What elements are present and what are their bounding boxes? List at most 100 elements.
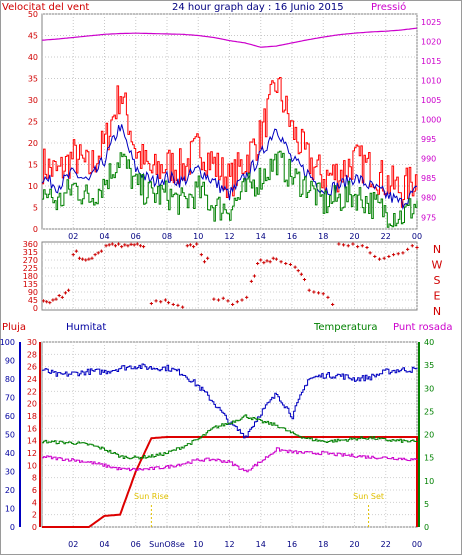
direction-point	[81, 257, 85, 261]
direction-point	[185, 244, 189, 248]
direction-point	[256, 261, 260, 266]
wind-left-tick: 0	[33, 225, 38, 234]
climate-x-tick: 06	[131, 540, 141, 549]
direction-left-tick: 135	[23, 280, 38, 289]
climate-x-tick: 10	[193, 540, 203, 549]
direction-compass-label: W	[432, 259, 443, 272]
wind-left-tick: 50	[28, 10, 38, 19]
temperature-label: Temperatura	[313, 322, 378, 333]
direction-point	[331, 302, 335, 307]
pressure-right-tick: 1020	[421, 37, 441, 46]
direction-left-tick: 180	[23, 272, 38, 281]
climate-x-tick: 22	[381, 540, 391, 549]
climate-ticks: 0246810121416182022242628300102030405060…	[0, 338, 434, 549]
direction-point	[202, 260, 207, 264]
direction-point	[66, 288, 71, 292]
direction-point	[84, 258, 88, 262]
wind-grid	[42, 13, 418, 230]
temperature-tick: 15	[424, 454, 434, 463]
pressure-right-tick: 990	[421, 155, 436, 164]
wind-speed-label: Velocitat del vent	[2, 2, 89, 13]
pressure-label: Pressió	[371, 1, 406, 13]
direction-point	[113, 244, 118, 248]
direction-point	[126, 244, 130, 248]
direction-point	[154, 299, 158, 303]
pressure-right-tick: 995	[421, 135, 436, 144]
direction-point	[63, 291, 68, 295]
sunrise-label: Sun Rise	[134, 492, 169, 501]
wind-ticks: 0510152025303540455097598098599099510001…	[28, 10, 442, 241]
humidity-tick: 70	[5, 394, 15, 403]
rain-tick: 2	[32, 511, 37, 520]
direction-point	[307, 288, 311, 292]
pressure-right-tick: 985	[421, 174, 436, 183]
direction-point	[235, 300, 239, 304]
rain-label: Pluja	[2, 322, 26, 333]
direction-point	[216, 298, 221, 302]
direction-point	[288, 262, 293, 267]
direction-point	[199, 253, 203, 257]
humidity-tick: 80	[5, 375, 15, 384]
direction-point	[406, 247, 410, 251]
humidity-tick: 10	[5, 505, 15, 514]
rain-tick: 18	[27, 412, 37, 421]
climate-x-tick: 18	[318, 540, 328, 549]
temperature-tick: 40	[424, 338, 434, 347]
direction-point	[410, 244, 414, 248]
dew-point-label: Punt rosada	[393, 322, 452, 333]
average-series-line	[41, 124, 418, 211]
direction-point	[249, 279, 253, 283]
wind-left-tick: 35	[28, 75, 38, 84]
humidity-label: Humitat	[66, 322, 106, 333]
direction-point	[71, 253, 75, 257]
direction-point	[368, 251, 372, 255]
direction-point	[296, 269, 300, 273]
direction-point	[415, 245, 419, 250]
direction-point	[141, 245, 146, 249]
wind-x-tick: 06	[131, 232, 141, 241]
temperature-tick: 30	[424, 384, 434, 393]
direction-point	[316, 291, 321, 295]
humidity-tick: 0	[10, 523, 15, 532]
wind-left-tick: 25	[28, 118, 38, 127]
direction-point	[284, 261, 288, 266]
rain-tick: 30	[27, 338, 37, 347]
direction-point	[77, 256, 82, 260]
direction-point	[240, 298, 244, 302]
rain-tick: 6	[32, 486, 37, 495]
direction-point	[351, 242, 355, 246]
direction-point	[396, 252, 400, 256]
humidity-tick: 30	[5, 468, 15, 477]
wind-x-tick: 14	[256, 232, 266, 241]
direction-point	[90, 256, 94, 260]
direction-point	[382, 256, 386, 260]
direction-point	[268, 260, 272, 264]
pressure-right-tick: 1010	[421, 76, 441, 85]
direction-point	[110, 242, 114, 246]
humidity-tick: 60	[5, 412, 15, 421]
rain-tick: 26	[27, 363, 37, 372]
wind-left-tick: 5	[33, 204, 38, 213]
direction-point	[41, 299, 46, 303]
direction-point	[57, 293, 61, 298]
temperature-tick: 20	[424, 431, 434, 440]
direction-point	[176, 303, 180, 307]
wind-x-tick: 00	[412, 232, 422, 241]
direction-point	[60, 295, 64, 299]
wind-left-tick: 10	[28, 182, 38, 191]
direction-point	[326, 295, 330, 299]
rain-tick: 24	[27, 375, 37, 384]
pressure-right-tick: 1000	[421, 116, 441, 125]
direction-point	[212, 297, 216, 301]
direction-point	[259, 258, 263, 262]
sunset-label: Sun Set	[353, 492, 384, 501]
humidity-tick: 20	[5, 486, 15, 495]
climate-x-tick: 00	[412, 540, 422, 549]
direction-point	[231, 302, 235, 307]
direction-point	[171, 302, 175, 307]
direction-point	[302, 277, 307, 282]
direction-point	[135, 242, 139, 246]
direction-point	[99, 249, 103, 253]
